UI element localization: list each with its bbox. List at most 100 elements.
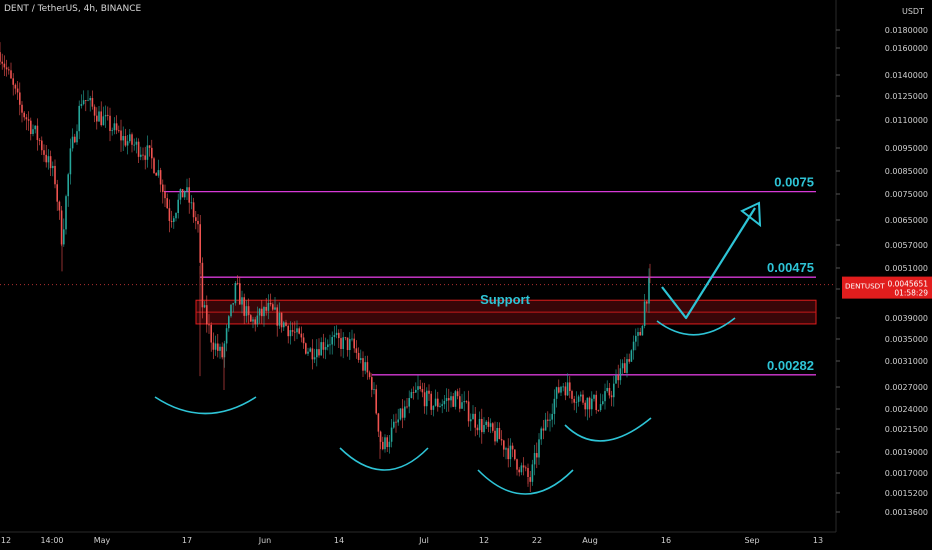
candle-body: [459, 396, 461, 409]
candle-body: [630, 350, 633, 362]
candle-body: [333, 335, 336, 338]
candle-body: [25, 117, 28, 120]
candle-body: [316, 349, 318, 358]
candle-body: [580, 394, 582, 397]
candle-body: [445, 398, 448, 401]
candle-body: [91, 98, 94, 107]
candle-body: [617, 375, 619, 381]
candle-body: [338, 332, 340, 339]
price-tick-label: 0.0051000: [885, 264, 928, 273]
candle-body: [393, 421, 395, 428]
candle-body: [322, 342, 325, 350]
candle-body: [313, 357, 316, 360]
candle-body: [267, 302, 270, 311]
candle-body: [133, 144, 135, 146]
candle-body: [228, 316, 230, 329]
candle-body: [109, 115, 111, 131]
candle-body: [23, 112, 25, 118]
candle-body: [454, 391, 457, 407]
candle-body: [166, 198, 168, 209]
candle-body: [538, 439, 540, 458]
candle-body: [234, 282, 237, 304]
candle-body: [437, 398, 439, 407]
candle-body: [43, 150, 45, 155]
candle-body: [505, 448, 507, 450]
time-tick-label: 17: [182, 536, 192, 545]
candle-body: [619, 368, 622, 381]
price-tick-label: 0.0035000: [885, 335, 928, 344]
price-tick-label: 0.0180000: [885, 26, 928, 35]
candle-body: [423, 392, 426, 407]
candle-body: [85, 100, 87, 102]
candle-body: [375, 389, 377, 414]
time-tick-label: 14: [334, 536, 344, 545]
candle-body: [78, 105, 80, 132]
candle-body: [245, 306, 248, 316]
candle-body: [219, 346, 221, 351]
candle-body: [346, 337, 349, 351]
candle-body: [243, 297, 245, 316]
candle-body: [142, 154, 144, 156]
candle-body: [296, 328, 298, 333]
candle-body: [318, 349, 320, 356]
candle-body: [230, 304, 232, 317]
candle-body: [474, 413, 476, 428]
candle-body: [201, 262, 204, 308]
candle-body: [324, 347, 327, 350]
candle-body: [241, 297, 243, 305]
price-tick-label: 0.0031000: [885, 357, 928, 366]
support-zone-label: Support: [480, 292, 530, 307]
candle-body: [547, 419, 549, 421]
price-tick-label: 0.0027000: [885, 383, 928, 392]
candle-body: [265, 306, 267, 311]
candle-body: [527, 468, 529, 478]
candle-body: [16, 88, 19, 93]
candles-group: [0, 42, 651, 492]
candle-body: [155, 173, 157, 176]
candle-body: [236, 282, 239, 284]
candle-body: [38, 139, 41, 141]
level-label: 0.0075: [774, 175, 814, 190]
candle-body: [309, 348, 311, 352]
candle-body: [256, 315, 259, 325]
candle-body: [287, 325, 289, 337]
candle-body: [360, 358, 362, 360]
candle-body: [331, 337, 333, 345]
base-arc: [154, 396, 257, 415]
candle-body: [553, 398, 556, 414]
price-tick-label: 0.0013600: [885, 508, 928, 517]
candle-body: [276, 307, 278, 326]
candle-body: [329, 344, 331, 346]
candle-body: [366, 362, 369, 373]
candle-body: [507, 448, 509, 460]
candle-body: [342, 337, 344, 349]
price-tag-value: 0.0045651: [887, 280, 928, 289]
candle-body: [520, 465, 523, 473]
candle-body: [5, 67, 8, 70]
candle-body: [588, 397, 591, 410]
candle-body: [102, 116, 105, 126]
candle-body: [129, 134, 131, 142]
candle-body: [162, 184, 164, 192]
candle-body: [558, 387, 560, 393]
candle-body: [89, 98, 91, 101]
candle-body: [140, 154, 142, 157]
candle-body: [258, 308, 261, 316]
candle-body: [115, 123, 118, 131]
candle-body: [577, 396, 580, 402]
candle-body: [551, 413, 553, 420]
time-tick-label: 13: [813, 536, 823, 545]
price-tick-label: 0.0110000: [885, 116, 928, 125]
candle-body: [485, 421, 487, 426]
candle-body: [586, 397, 589, 410]
candle-body: [472, 413, 474, 420]
candle-body: [173, 218, 175, 222]
candle-body: [492, 423, 494, 431]
candle-body: [610, 395, 613, 398]
candle-body: [223, 343, 226, 358]
candle-body: [272, 304, 274, 310]
candle-body: [87, 100, 89, 102]
candle-body: [542, 428, 545, 431]
candle-body: [36, 125, 39, 140]
